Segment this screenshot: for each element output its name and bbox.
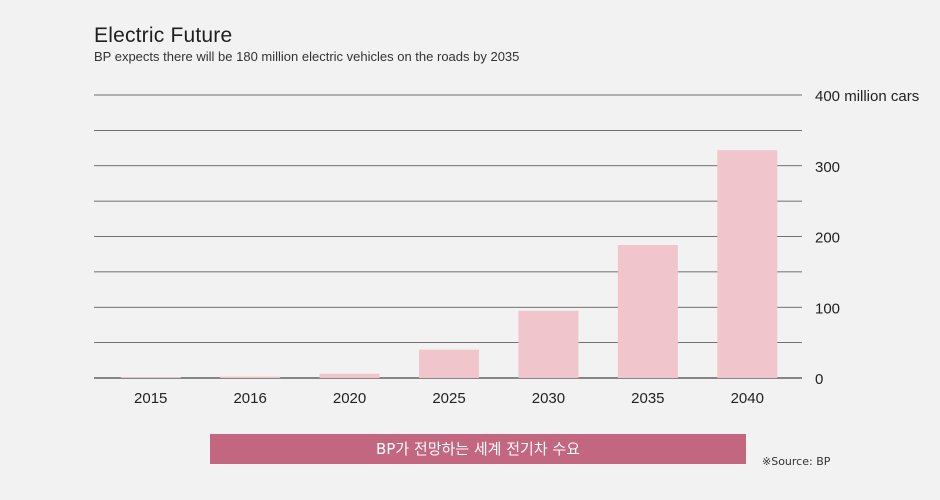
x-tick-label: 2030 <box>532 390 565 407</box>
y-tick-label: 100 <box>815 300 840 317</box>
x-tick-label: 2040 <box>731 390 764 407</box>
gridlines <box>94 94 802 379</box>
x-tick-label: 2020 <box>333 390 366 407</box>
y-tick-labels: 0 100 200 300 400 million cars <box>815 88 919 388</box>
y-tick-label: 200 <box>815 230 840 247</box>
caption-banner: BP가 전망하는 세계 전기차 수요 <box>210 434 746 464</box>
bar-2040 <box>717 150 778 378</box>
x-tick-label: 2016 <box>233 390 266 407</box>
x-tick-label: 2035 <box>631 390 664 407</box>
y-tick-label: 0 <box>815 371 823 388</box>
chart-title: Electric Future <box>94 24 233 47</box>
bar-2016 <box>220 376 281 378</box>
source-note: ※Source: BP <box>762 455 831 468</box>
chart-subtitle: BP expects there will be 180 million ele… <box>94 49 520 64</box>
bar-2035 <box>617 244 678 378</box>
bars <box>120 150 778 378</box>
x-tick-labels: 2015 2016 2020 2025 2030 2035 2040 <box>134 390 764 407</box>
bar-chart: 2015 2016 2020 2025 2030 2035 2040 0 100 200 300 4… <box>94 88 919 407</box>
x-tick-label: 2015 <box>134 390 167 407</box>
y-tick-label: 400 million cars <box>815 88 919 105</box>
y-tick-label: 300 <box>815 159 840 176</box>
bar-2030 <box>518 310 579 378</box>
bar-2015 <box>120 377 181 378</box>
x-tick-label: 2025 <box>432 390 465 407</box>
bar-2020 <box>319 373 380 378</box>
bar-2025 <box>419 349 479 378</box>
